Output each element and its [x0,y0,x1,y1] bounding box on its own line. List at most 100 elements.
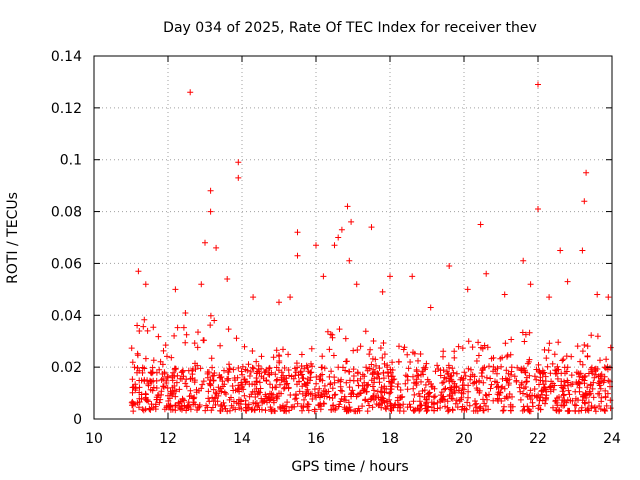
data-point [366,351,373,358]
data-point [378,384,385,391]
data-point [134,352,141,359]
data-point [520,257,527,264]
data-point [475,352,482,359]
data-point [526,329,533,336]
data-point [522,331,529,338]
data-point [299,375,306,381]
data-point [389,367,396,373]
data-point [195,329,201,336]
data-point [394,383,401,390]
grid [94,56,612,419]
data-point [218,388,225,395]
data-point [464,399,471,406]
data-point [132,387,139,394]
data-point [135,268,142,275]
data-point [531,373,538,380]
data-point [396,343,402,350]
data-point [526,372,533,379]
data-point [598,375,605,382]
data-point [225,375,232,382]
data-point [481,342,488,349]
data-point [518,381,525,388]
data-point [210,386,217,393]
data-point [142,355,149,362]
data-point [487,375,494,382]
data-point [194,407,200,413]
data-point [317,406,324,413]
data-point [192,360,198,367]
data-point [350,366,357,373]
data-point [546,340,553,347]
data-point [446,391,453,398]
data-point [287,294,294,301]
data-point [434,399,441,406]
data-point [276,299,282,306]
data-point [226,396,233,403]
data-point [419,368,426,375]
data-point [202,407,209,414]
data-point [434,405,441,412]
data-point [384,398,391,405]
data-point [256,370,263,377]
data-point [160,383,166,390]
data-point [235,159,242,166]
data-point [505,370,512,377]
data-point [444,398,451,405]
data-point [158,391,164,398]
data-point [387,273,393,280]
data-point [465,394,471,401]
data-point [318,391,324,398]
x-tick-label: 12 [159,431,177,447]
data-point [564,278,571,285]
data-point [182,310,189,316]
data-point [337,387,344,394]
data-point [551,351,558,358]
data-point [412,406,419,413]
data-point [478,370,485,376]
data-point [576,384,583,391]
data-point [549,360,556,367]
data-point [379,288,386,295]
data-point [531,386,538,392]
data-point [249,364,256,371]
chart-title: Day 034 of 2025, Rate Of TEC Index for r… [163,20,537,36]
data-point [349,387,356,394]
y-tick-label: 0.1 [60,153,82,169]
data-point [160,375,167,382]
y-tick-label: 0.08 [51,205,82,221]
data-point [184,403,191,410]
data-point [375,402,382,409]
data-point [415,357,421,364]
data-point [194,344,201,351]
data-point [476,389,483,396]
data-point [258,353,265,360]
data-point [307,374,314,381]
data-point [380,369,387,376]
data-point [605,294,612,301]
data-point [286,372,292,379]
data-point [502,340,509,347]
data-point [492,378,498,385]
data-point [453,397,460,404]
data-point [586,391,593,398]
data-point [319,371,326,378]
data-point [514,364,521,371]
data-point [226,365,233,372]
data-point [411,379,417,386]
data-point [324,328,331,335]
data-point [156,399,163,406]
data-point [145,398,152,405]
y-tick-label: 0.02 [51,360,82,376]
data-point [331,242,338,249]
data-point [157,358,164,365]
data-point [449,395,456,402]
data-point [574,343,581,350]
data-point [182,339,189,346]
data-point [546,384,553,390]
data-point [128,345,135,352]
y-tick-label: 0 [73,412,82,428]
data-point [572,388,579,395]
data-point [507,403,514,410]
data-point [583,169,590,176]
data-point [375,371,382,378]
